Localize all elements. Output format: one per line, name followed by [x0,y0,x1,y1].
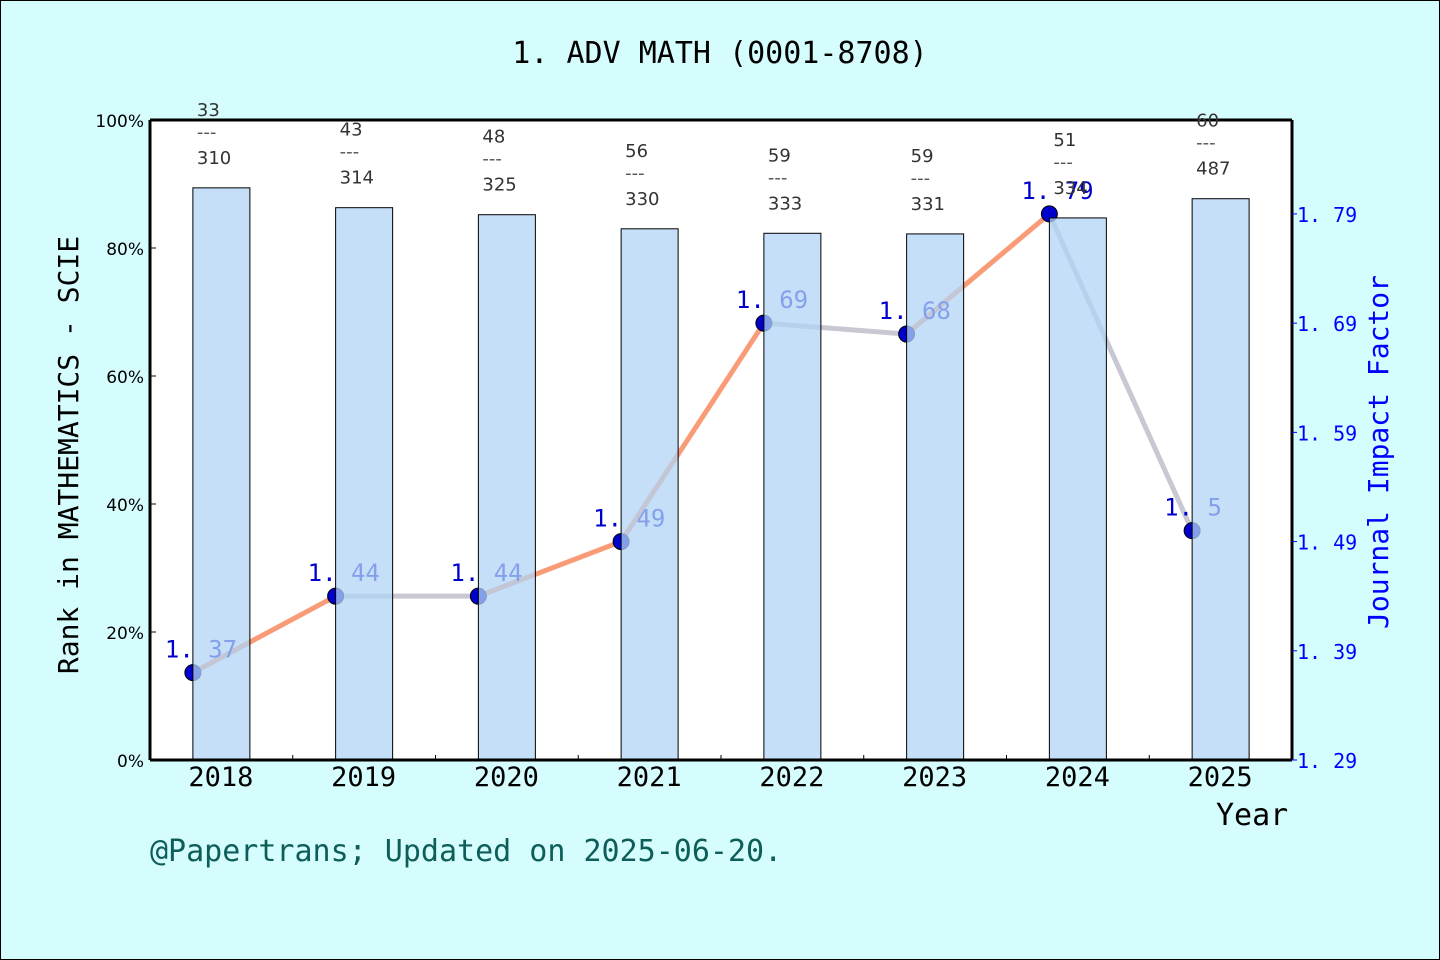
x-tick-label: 2018 [188,762,253,793]
svg-text:330: 330 [625,189,659,210]
svg-text:---: --- [340,142,360,163]
rank-bar [1048,217,1107,761]
svg-text:59: 59 [911,146,934,167]
left-axis-ticks: 0% 20% 40% 60% 80% 100% [95,112,156,772]
svg-text:56: 56 [625,141,648,162]
svg-text:---: --- [482,149,502,170]
rank-fraction-label: 56--- 330 [625,141,659,210]
svg-text:314: 314 [340,168,374,189]
left-tick-label: 40% [106,496,144,516]
svg-text:59: 59 [768,145,791,166]
svg-text:---: --- [768,167,788,188]
jif-value-label: 1. 79 [1021,177,1093,205]
svg-text:---: --- [625,163,645,184]
rank-fraction-label: 48--- 325 [482,127,516,196]
right-axis-ticks: 1. 29 1. 39 1. 49 1. 59 1. 69 1. 79 [1292,203,1357,773]
right-tick-label: 1. 49 [1297,531,1357,555]
rank-bar [763,232,822,761]
svg-text:325: 325 [482,175,516,196]
left-tick-label: 0% [117,752,144,772]
rank-labels: 33---31043---31448---32556---33059---333… [197,100,1231,215]
svg-text:333: 333 [768,193,802,214]
rank-fraction-label: 59--- 333 [768,145,802,214]
x-axis-ticks: 2018 2019 2020 2021 2022 2023 2024 2025 [188,755,1253,793]
rank-bar [335,207,394,761]
left-tick-label: 80% [106,240,144,260]
svg-text:---: --- [911,168,931,189]
x-tick-label: 2023 [902,762,967,793]
right-tick-label: 1. 59 [1297,421,1357,445]
rank-fraction-label: 60--- 487 [1196,111,1230,180]
footer-credit: @Papertrans; Updated on 2025-06-20. [150,834,783,869]
left-tick-label: 100% [95,112,144,132]
x-axis-label: Year [1216,798,1289,833]
right-tick-label: 1. 69 [1297,312,1357,336]
svg-text:331: 331 [911,194,945,215]
svg-text:487: 487 [1196,159,1230,180]
chart-title: 1. ADV MATH (0001-8708) [512,36,928,71]
left-tick-label: 20% [106,624,144,644]
x-tick-label: 2020 [474,762,539,793]
svg-text:33: 33 [197,100,220,121]
svg-text:43: 43 [340,120,363,141]
rank-fraction-label: 33--- 310 [197,100,231,169]
rank-bar [906,233,965,761]
rank-bar [192,187,251,761]
svg-text:334: 334 [1053,178,1087,199]
x-tick-label: 2022 [759,762,824,793]
right-tick-label: 1. 39 [1297,640,1357,664]
rank-bar [1191,198,1250,761]
svg-text:---: --- [1053,152,1073,173]
svg-text:---: --- [1196,133,1216,154]
svg-text:---: --- [197,122,217,143]
rank-fraction-label: 59--- 331 [911,146,945,215]
rank-bar-series [192,187,1250,761]
right-tick-label: 1. 29 [1297,749,1357,773]
rank-fraction-label: 43--- 314 [340,120,374,189]
svg-text:310: 310 [197,148,231,169]
svg-text:48: 48 [482,127,505,148]
x-tick-label: 2021 [617,762,682,793]
rank-bar [477,214,536,761]
x-tick-label: 2024 [1045,762,1110,793]
plot-area [150,120,1292,760]
left-axis-label: Rank in MATHEMATICS - SCIE [52,236,85,674]
x-tick-label: 2025 [1188,762,1253,793]
svg-text:51: 51 [1053,130,1076,151]
svg-text:60: 60 [1196,111,1219,132]
x-tick-label: 2019 [331,762,396,793]
rank-bar [620,228,679,761]
right-tick-label: 1. 79 [1297,203,1357,227]
rank-fraction-label: 51--- 334 [1053,130,1087,199]
right-axis-label: Journal Impact Factor [1362,275,1395,629]
left-tick-label: 60% [106,368,144,388]
